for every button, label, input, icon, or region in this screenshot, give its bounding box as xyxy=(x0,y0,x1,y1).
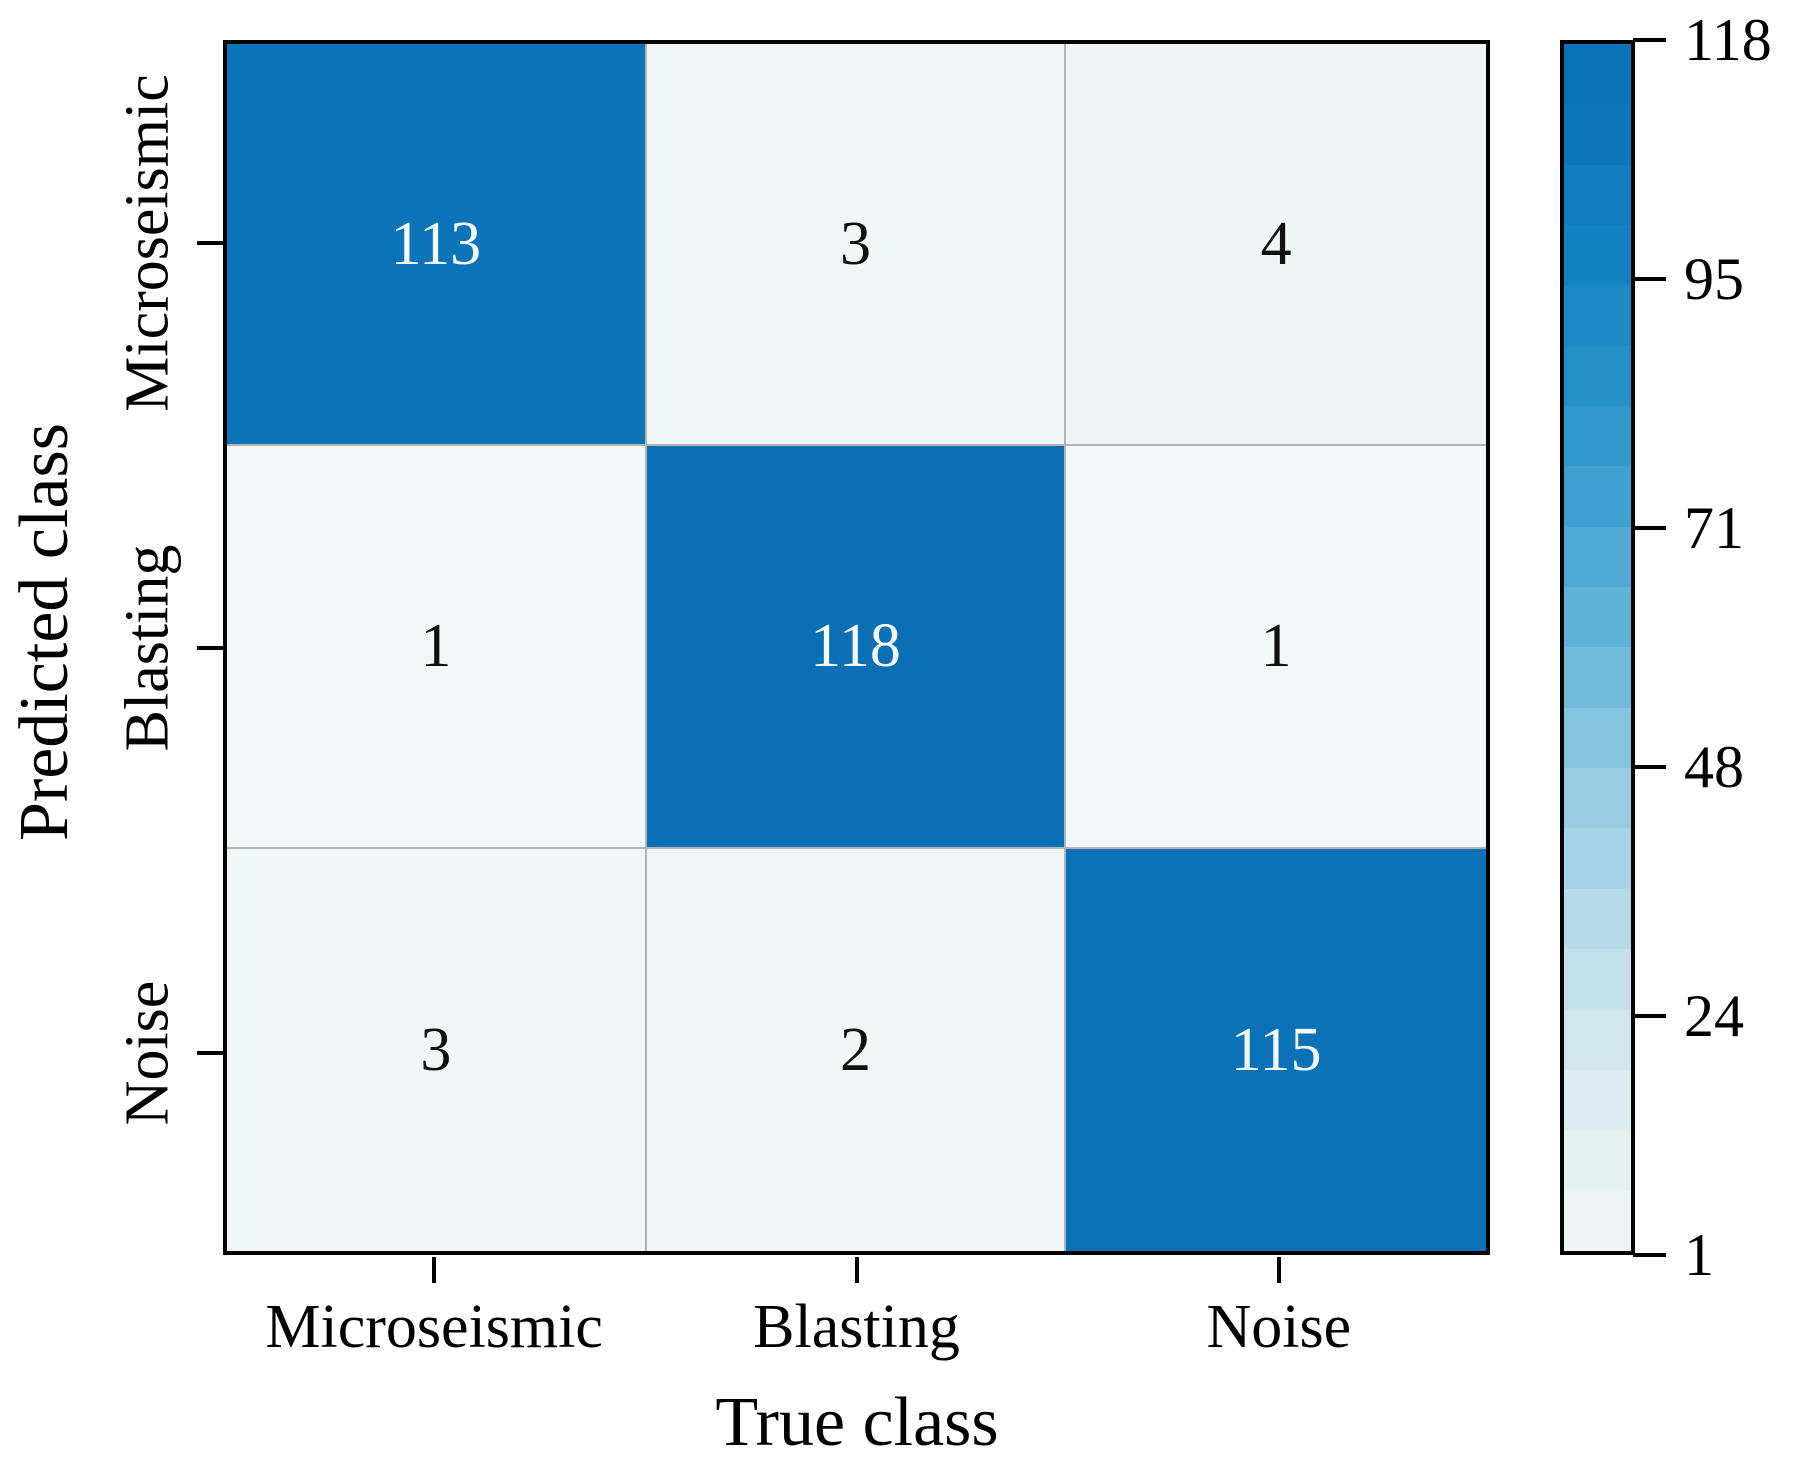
colorbar xyxy=(1560,40,1635,1255)
cell-value: 1 xyxy=(420,612,452,681)
cell-value: 3 xyxy=(420,1015,452,1084)
x-tick-label: Noise xyxy=(1206,1293,1352,1361)
x-axis-tick xyxy=(854,1257,859,1283)
cell-value: 1 xyxy=(1260,612,1292,681)
colorbar-step xyxy=(1564,285,1631,346)
heatmap-grid: 113 3 4 1 118 1 3 2 115 xyxy=(223,40,1490,1255)
colorbar-step xyxy=(1564,406,1631,467)
colorbar-tick xyxy=(1633,1253,1666,1257)
x-tick-label: Microseismic xyxy=(265,1293,603,1361)
x-axis-tick xyxy=(432,1257,437,1283)
matrix-cell: 3 xyxy=(646,44,1067,447)
matrix-cell: 2 xyxy=(646,848,1067,1251)
colorbar-step xyxy=(1564,949,1631,1010)
colorbar-step xyxy=(1564,526,1631,588)
colorbar-step xyxy=(1564,466,1631,527)
y-axis-tick xyxy=(197,1050,223,1055)
matrix-cell: 118 xyxy=(646,446,1067,849)
colorbar-step xyxy=(1564,647,1631,708)
colorbar-step xyxy=(1564,828,1631,889)
colorbar-tick xyxy=(1633,764,1666,769)
colorbar-step xyxy=(1564,164,1631,226)
colorbar-step xyxy=(1564,1190,1631,1251)
y-tick-label: Blasting xyxy=(113,544,182,751)
colorbar-tick xyxy=(1633,1014,1666,1019)
matrix-cell: 1 xyxy=(1066,446,1486,849)
colorbar-tick-label: 118 xyxy=(1684,7,1772,73)
colorbar-tick xyxy=(1633,38,1666,42)
cell-value: 115 xyxy=(1230,1015,1322,1084)
colorbar-step xyxy=(1564,225,1631,286)
matrix-cell: 115 xyxy=(1066,848,1486,1251)
matrix-cell: 113 xyxy=(227,44,647,447)
y-axis-title: Predicted class xyxy=(6,423,83,841)
colorbar-step xyxy=(1564,888,1631,950)
x-tick-label: Blasting xyxy=(753,1293,960,1361)
colorbar-tick-label: 71 xyxy=(1684,495,1744,562)
y-tick-label: Noise xyxy=(113,980,182,1125)
colorbar-step xyxy=(1564,1009,1631,1070)
colorbar-step xyxy=(1564,1069,1631,1131)
colorbar-tick xyxy=(1633,526,1666,531)
cell-value: 2 xyxy=(839,1015,871,1084)
colorbar-tick-label: 24 xyxy=(1684,983,1744,1050)
colorbar-step xyxy=(1564,44,1631,105)
cell-value: 118 xyxy=(810,612,901,681)
colorbar-step xyxy=(1564,104,1631,165)
cell-value: 4 xyxy=(1260,210,1292,279)
y-tick-label: Microseismic xyxy=(113,73,182,412)
matrix-cell: 4 xyxy=(1066,44,1486,447)
x-axis-tick xyxy=(1276,1257,1281,1283)
cell-value: 3 xyxy=(839,210,871,279)
colorbar-tick-label: 48 xyxy=(1684,733,1744,800)
colorbar-step xyxy=(1564,587,1631,648)
colorbar-tick-label: 1 xyxy=(1684,1222,1714,1288)
x-axis-title: True class xyxy=(715,1384,999,1461)
colorbar-step xyxy=(1564,707,1631,769)
matrix-cell: 1 xyxy=(227,446,647,849)
matrix-cell: 3 xyxy=(227,848,647,1251)
colorbar-tick xyxy=(1633,276,1666,281)
colorbar-step xyxy=(1564,768,1631,829)
colorbar-tick-label: 95 xyxy=(1684,245,1744,312)
colorbar-step xyxy=(1564,1130,1631,1191)
y-axis-tick xyxy=(197,240,223,245)
y-axis-tick xyxy=(197,645,223,650)
cell-value: 113 xyxy=(390,210,482,279)
colorbar-step xyxy=(1564,345,1631,407)
